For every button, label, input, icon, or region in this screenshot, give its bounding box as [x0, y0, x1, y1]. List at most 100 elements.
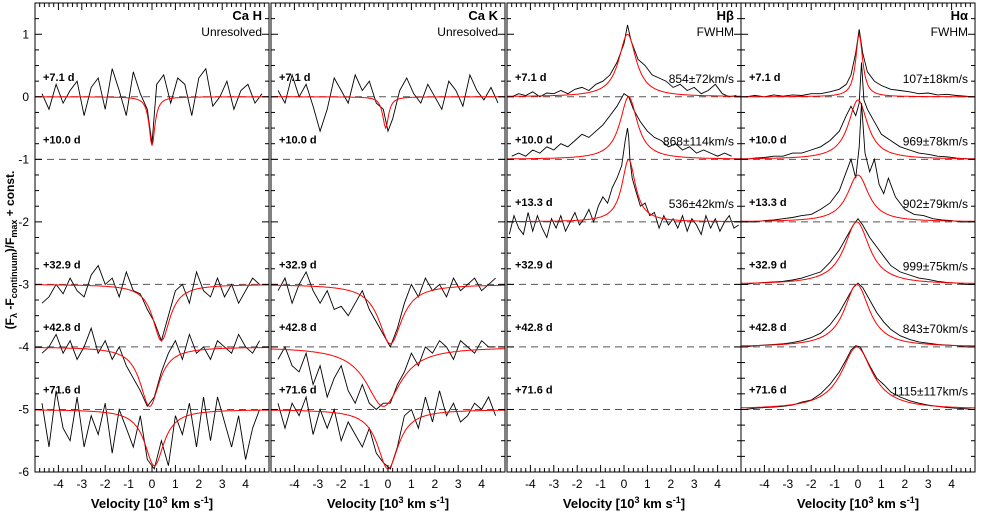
- epoch-label: +32.9 d: [279, 259, 317, 271]
- epoch-label: +71.6 d: [279, 384, 317, 396]
- x-tick-label: 2: [195, 477, 202, 491]
- fit-curve: [741, 221, 975, 284]
- fit-curve: [271, 409, 505, 470]
- fwhm-value: 107±18km/s: [903, 72, 968, 86]
- epoch-label: +42.8 d: [43, 322, 81, 334]
- x-tick-label: 3: [219, 477, 226, 491]
- x-tick-label: -2: [572, 477, 583, 491]
- panel-4: +7.1 d +10.0 d +13.3 d +32.9 d +42.8 d +71.6 …: [740, 2, 976, 511]
- spectrum-line: [277, 73, 499, 133]
- fit-curve: [507, 33, 741, 97]
- panel-3: +7.1 d +10.0 d +13.3 d +32.9 d +42.8 d +71.6 …: [506, 2, 742, 511]
- x-tick-label: -1: [123, 477, 134, 491]
- x-tick-label: -1: [359, 477, 370, 491]
- fwhm-value: 536±42km/s: [669, 197, 734, 211]
- panel-1: +7.1 d +10.0 d +32.9 d +42.8 d +71.6 d Ca H Un…: [34, 2, 270, 511]
- x-tick-label: 2: [901, 477, 908, 491]
- fit-curve: [741, 99, 975, 160]
- spectrum-line: [277, 339, 496, 411]
- epoch-label: +13.3 d: [515, 197, 553, 209]
- fwhm-value: 854±72km/s: [669, 72, 734, 86]
- epoch-label: +32.9 d: [515, 259, 553, 271]
- y-tick-label: -4: [18, 340, 29, 354]
- x-tick-label: 1: [172, 477, 179, 491]
- spectrum-line: [511, 24, 737, 98]
- panel-title: Ca K: [468, 8, 498, 23]
- epoch-label: +7.1 d: [43, 72, 75, 84]
- x-axis-label: Velocity [103 km s-1]: [797, 495, 919, 511]
- x-tick-label: 0: [855, 477, 862, 491]
- x-tick-label: 1: [644, 477, 651, 491]
- x-tick-label: -3: [548, 477, 559, 491]
- x-tick-label: -2: [336, 477, 347, 491]
- panels-group: 1 0 -1 -2 -3 -4 -5 -6 +7.1 d +10.0 d +32.9 d +42.8 …: [18, 2, 976, 511]
- y-tick-label: -1: [18, 152, 29, 166]
- fit-curve: [741, 283, 975, 347]
- fit-curve: [741, 32, 975, 98]
- spectrum-line: [745, 345, 973, 410]
- epoch-label: +71.6 d: [515, 384, 553, 396]
- epoch-label: +32.9 d: [43, 259, 81, 271]
- y-axis-label: (Fλ -Fcontinuum)/Fmax + const.: [3, 171, 19, 330]
- spectrum-line: [41, 390, 261, 470]
- spectrum-line: [41, 67, 263, 144]
- y-tick-label: 1: [22, 27, 29, 41]
- y-tick-label: -6: [18, 465, 29, 479]
- y-tick-label: -3: [18, 277, 29, 291]
- fwhm-value: 843±70km/s: [903, 322, 968, 336]
- x-tick-label: -3: [312, 477, 323, 491]
- x-tick-label: 3: [925, 477, 932, 491]
- fwhm-value: 868±114km/s: [663, 134, 734, 148]
- y-tick-label: -5: [18, 402, 29, 416]
- epoch-label: +7.1 d: [749, 72, 781, 84]
- fit-curve: [271, 348, 505, 407]
- fwhm-value: 969±78km/s: [903, 134, 968, 148]
- x-tick-label: -1: [829, 477, 840, 491]
- x-tick-label: -1: [595, 477, 606, 491]
- x-tick-label: -3: [782, 477, 793, 491]
- fwhm-value: 902±79km/s: [903, 197, 968, 211]
- x-tick-label: 4: [948, 477, 955, 491]
- spectrum-line: [508, 128, 739, 239]
- spectrum-line: [277, 270, 496, 348]
- x-tick-label: 4: [478, 477, 485, 491]
- panel-title: Hα: [951, 8, 968, 23]
- epoch-label: +10.0 d: [749, 134, 787, 146]
- epoch-label: +42.8 d: [279, 322, 317, 334]
- x-tick-label: 3: [455, 477, 462, 491]
- panel-subtitle: Unresolved: [201, 25, 262, 39]
- x-tick-label: -3: [76, 477, 87, 491]
- spectrum-line: [745, 29, 973, 98]
- fit-curve: [507, 158, 741, 223]
- spectrum-line: [41, 326, 260, 408]
- spectrum-line: [277, 390, 497, 470]
- epoch-label: +10.0 d: [515, 134, 553, 146]
- spectrum-line: [745, 62, 973, 160]
- fit-curve: [35, 284, 269, 342]
- fit-curve: [740, 346, 975, 409]
- fit-curve: [35, 409, 270, 467]
- x-axis-label: Velocity [103 km s-1]: [91, 495, 213, 511]
- y-tick-label: 0: [22, 90, 29, 104]
- spectrum-line: [745, 103, 971, 223]
- x-tick-label: 3: [691, 477, 698, 491]
- x-tick-label: -2: [100, 477, 111, 491]
- epoch-label: +10.0 d: [43, 134, 81, 146]
- x-tick-label: -4: [525, 477, 536, 491]
- panel-title: Hβ: [717, 8, 734, 23]
- x-tick-label: 1: [878, 477, 885, 491]
- epoch-label: +42.8 d: [515, 322, 553, 334]
- x-tick-label: 0: [149, 477, 156, 491]
- fit-curve: [34, 347, 269, 407]
- panel-subtitle: FWHM: [931, 25, 968, 39]
- x-tick-label: 2: [667, 477, 674, 491]
- spectrum-line: [745, 282, 973, 348]
- fit-curve: [507, 96, 741, 160]
- fit-curve: [35, 96, 269, 146]
- epoch-label: +71.6 d: [43, 384, 81, 396]
- panel-subtitle: Unresolved: [437, 25, 498, 39]
- epoch-label: +42.8 d: [749, 322, 787, 334]
- epoch-label: +10.0 d: [279, 134, 317, 146]
- epoch-label: +7.1 d: [279, 72, 311, 84]
